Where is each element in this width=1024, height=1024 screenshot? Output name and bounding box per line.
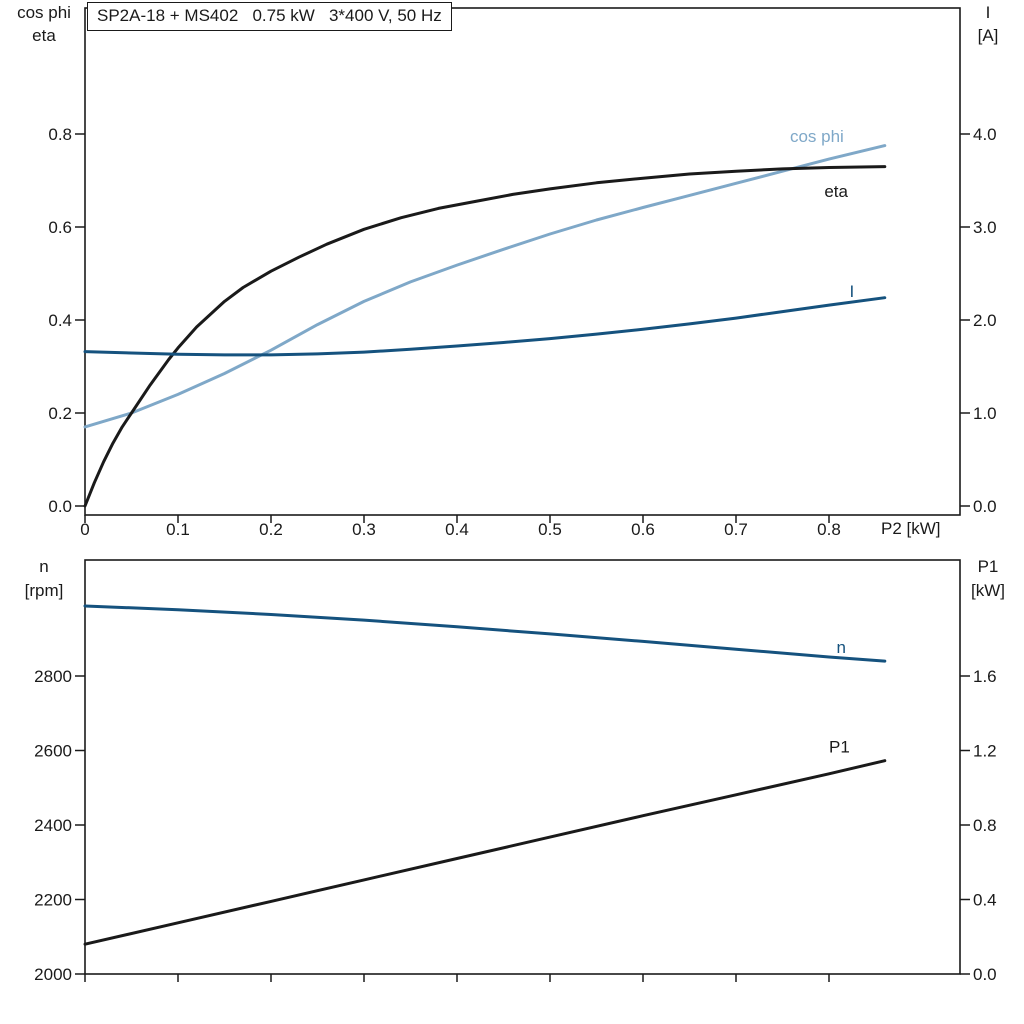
chart-title: SP2A-18 + MS402 0.75 kW 3*400 V, 50 Hz [87,2,452,31]
svg-text:0.0: 0.0 [973,965,997,984]
svg-text:0.4: 0.4 [48,311,72,330]
upper-right-axis-title-line1: I [985,3,991,22]
svg-text:0.5: 0.5 [538,520,562,539]
lower-left-axis-title-line2: [rpm] [24,581,64,600]
svg-text:0.4: 0.4 [445,520,469,539]
svg-text:0.7: 0.7 [724,520,748,539]
svg-text:n: n [836,638,845,657]
svg-text:cos phi: cos phi [790,127,844,146]
svg-text:eta: eta [824,182,848,201]
lower-right-axis-title-line2: [kW] [971,581,1005,600]
svg-text:0.2: 0.2 [48,404,72,423]
upper-left-axis-title-line2: eta [32,26,56,45]
x-axis-label: P2 [kW] [881,519,941,538]
svg-text:0.6: 0.6 [48,218,72,237]
svg-text:1.0: 1.0 [973,404,997,423]
svg-text:0.4: 0.4 [973,891,997,910]
svg-text:P1: P1 [829,737,850,756]
svg-text:0: 0 [80,520,89,539]
svg-text:0.0: 0.0 [48,497,72,516]
svg-text:2600: 2600 [34,742,72,761]
svg-text:0.0: 0.0 [973,497,997,516]
svg-text:3.0: 3.0 [973,218,997,237]
svg-text:2800: 2800 [34,667,72,686]
svg-text:0.6: 0.6 [631,520,655,539]
svg-text:I: I [849,282,854,301]
svg-text:2200: 2200 [34,891,72,910]
lower-right-axis-title-line1: P1 [977,557,999,576]
upper-right-axis-title-line2: [A] [977,26,999,45]
svg-text:2000: 2000 [34,965,72,984]
svg-text:2400: 2400 [34,816,72,835]
svg-text:0.8: 0.8 [48,125,72,144]
svg-text:0.8: 0.8 [973,816,997,835]
svg-text:0.1: 0.1 [166,520,190,539]
svg-text:0.3: 0.3 [352,520,376,539]
svg-text:1.2: 1.2 [973,742,997,761]
lower-left-axis-title-line1: n [39,557,49,576]
svg-text:4.0: 4.0 [973,125,997,144]
upper-left-axis-title-line1: cos phi [17,3,71,22]
svg-text:0.2: 0.2 [259,520,283,539]
svg-text:2.0: 2.0 [973,311,997,330]
svg-text:0.8: 0.8 [817,520,841,539]
svg-text:1.6: 1.6 [973,667,997,686]
